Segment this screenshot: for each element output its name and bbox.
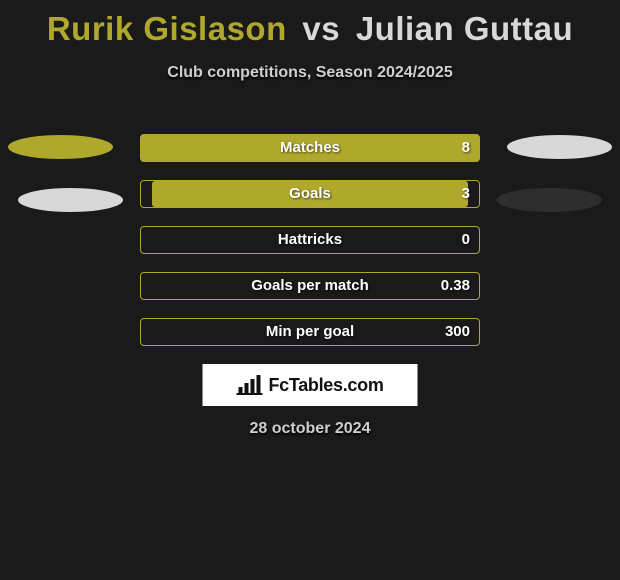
stat-row: Matches 8 xyxy=(140,134,480,162)
player2-name: Julian Guttau xyxy=(356,10,573,47)
chart-icon xyxy=(236,375,262,395)
stat-value: 0 xyxy=(462,226,470,254)
subtitle: Club competitions, Season 2024/2025 xyxy=(0,64,620,82)
stat-row: Goals 3 xyxy=(140,180,480,208)
stat-label: Goals xyxy=(140,180,480,208)
date-label: 28 october 2024 xyxy=(0,420,620,438)
stat-row: Goals per match 0.38 xyxy=(140,272,480,300)
stat-value: 8 xyxy=(462,134,470,162)
player1-marker-bottom xyxy=(18,188,123,212)
stat-label: Min per goal xyxy=(140,318,480,346)
stat-label: Goals per match xyxy=(140,272,480,300)
stat-row: Hattricks 0 xyxy=(140,226,480,254)
stat-bars: Matches 8 Goals 3 Hattricks 0 Goals per … xyxy=(140,134,480,364)
vs-label: vs xyxy=(302,10,340,47)
player2-marker-bottom xyxy=(497,188,602,212)
stat-row: Min per goal 300 xyxy=(140,318,480,346)
stat-value: 300 xyxy=(445,318,470,346)
player1-name: Rurik Gislason xyxy=(47,10,287,47)
stat-value: 0.38 xyxy=(441,272,470,300)
brand-text: FcTables.com xyxy=(268,375,383,396)
brand-badge: FcTables.com xyxy=(203,364,418,406)
player2-marker-top xyxy=(507,135,612,159)
stat-value: 3 xyxy=(462,180,470,208)
player1-marker-top xyxy=(8,135,113,159)
comparison-title: Rurik Gislason vs Julian Guttau xyxy=(0,10,620,48)
stat-label: Matches xyxy=(140,134,480,162)
stat-label: Hattricks xyxy=(140,226,480,254)
